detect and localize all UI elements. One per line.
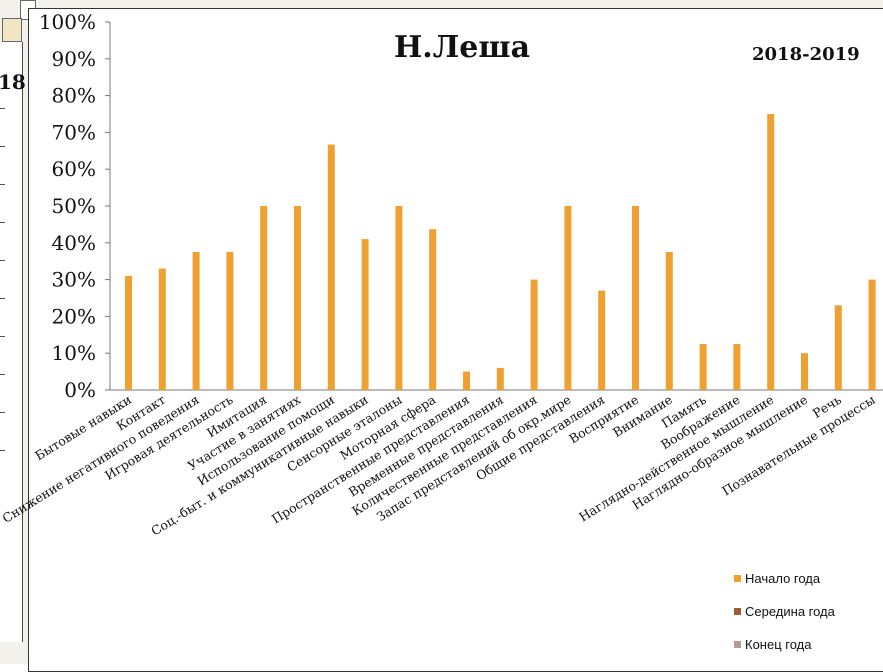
- bar: [429, 229, 437, 390]
- bar: [564, 206, 572, 390]
- bar: [294, 206, 301, 390]
- legend-label: Начало года: [745, 571, 821, 586]
- bar: [733, 344, 741, 390]
- legend-swatch-middle: [734, 608, 741, 615]
- bar: [665, 252, 673, 390]
- y-tick-label: 80%: [52, 84, 96, 108]
- bar: [361, 239, 369, 390]
- bar: [801, 353, 808, 390]
- y-tick-label: 40%: [52, 231, 96, 255]
- y-tick-label: 50%: [52, 194, 96, 218]
- panel-tick: [0, 260, 5, 261]
- y-tick-label: 100%: [39, 10, 96, 34]
- bar: [699, 344, 707, 390]
- chart-title: Н.Леша: [394, 30, 530, 65]
- legend-item: Начало года: [734, 570, 835, 587]
- background-tab-highlight: [2, 18, 22, 42]
- bar: [260, 206, 268, 390]
- bar: [834, 305, 842, 390]
- bar: [395, 206, 403, 390]
- y-tick-label: 70%: [52, 120, 96, 144]
- legend-swatch-start: [734, 575, 741, 582]
- panel-tick: [0, 146, 5, 147]
- chart-frame[interactable]: [28, 8, 883, 672]
- bar: [767, 114, 775, 390]
- panel-tick: [0, 412, 5, 413]
- panel-tick: [0, 298, 5, 299]
- chart-subtitle: 2018-2019: [752, 44, 860, 65]
- legend-label: Конец года: [745, 637, 812, 652]
- panel-tick: [0, 184, 5, 185]
- panel-tick: [0, 336, 5, 337]
- bar: [868, 279, 876, 390]
- bar: [327, 144, 335, 390]
- bar: [530, 279, 538, 390]
- bar: [632, 206, 639, 390]
- background-label: 18: [0, 70, 26, 94]
- legend: Начало года Середина года Конец года: [734, 570, 835, 669]
- bar: [226, 252, 234, 390]
- panel-tick: [0, 450, 5, 451]
- panel-tick: [0, 222, 5, 223]
- panel-tick: [0, 374, 5, 375]
- y-tick-label: 10%: [52, 341, 96, 365]
- y-tick-label: 0%: [64, 378, 96, 402]
- legend-label: Середина года: [745, 604, 835, 619]
- bar: [496, 367, 504, 390]
- panel-tick: [0, 108, 5, 109]
- y-tick-label: 30%: [52, 268, 96, 292]
- bar: [598, 290, 606, 390]
- y-tick-label: 90%: [52, 47, 96, 71]
- y-tick-label: 60%: [52, 157, 96, 181]
- y-tick-label: 20%: [52, 304, 96, 328]
- legend-swatch-end: [734, 641, 741, 648]
- background-slide-panel: [0, 42, 23, 642]
- legend-item: Середина года: [734, 603, 835, 620]
- bar: [192, 252, 200, 390]
- bar: [158, 268, 166, 390]
- legend-item: Конец года: [734, 636, 835, 653]
- bar: [125, 275, 132, 390]
- bar: [463, 371, 470, 390]
